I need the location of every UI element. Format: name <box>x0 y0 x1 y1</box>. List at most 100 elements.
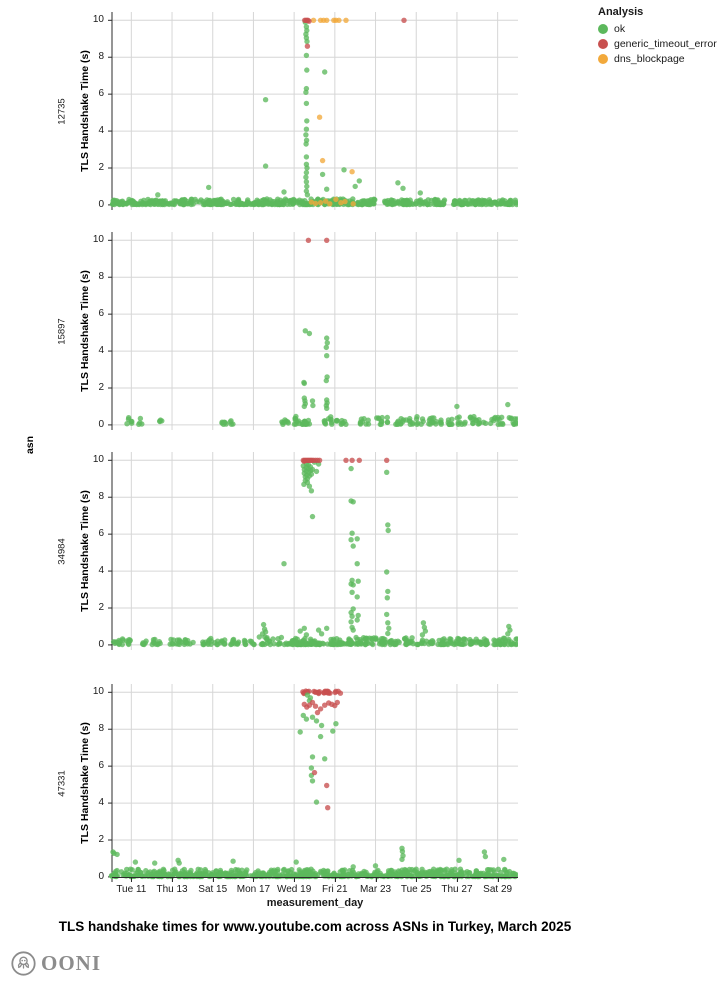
data-point <box>435 201 441 208</box>
y-tick-label: 4 <box>98 125 104 137</box>
data-point <box>265 871 271 878</box>
data-point <box>324 17 330 23</box>
data-point <box>399 867 405 873</box>
y-axis-title: TLS Handshake Time (s) <box>76 232 94 430</box>
data-point <box>325 805 331 811</box>
data-point <box>428 197 435 204</box>
data-point <box>161 867 167 874</box>
data-point <box>508 415 515 421</box>
data-point <box>467 414 474 420</box>
data-point <box>260 641 266 648</box>
data-point <box>310 402 316 409</box>
y-tick-label: 0 <box>98 198 104 210</box>
data-point <box>454 415 460 421</box>
x-tick-label: Fri 21 <box>322 883 348 895</box>
data-point <box>308 765 315 771</box>
data-point <box>472 200 478 206</box>
data-point <box>300 689 306 695</box>
x-tick-mark <box>456 877 458 882</box>
y-axis-title: TLS Handshake Time (s) <box>76 452 94 650</box>
data-point <box>182 637 188 643</box>
data-point <box>247 638 253 644</box>
data-point <box>293 859 299 865</box>
data-point <box>137 415 144 422</box>
data-point <box>135 866 141 873</box>
data-point <box>132 859 139 865</box>
x-tick-label: Wed 19 <box>276 883 312 895</box>
data-point <box>317 200 324 206</box>
data-point <box>324 237 330 243</box>
data-point <box>229 639 236 645</box>
data-point <box>220 201 226 208</box>
data-point <box>302 868 308 875</box>
y-tick-label: 8 <box>98 271 104 283</box>
data-point <box>304 165 310 171</box>
facet-plot-svg <box>108 452 518 650</box>
data-point <box>486 867 492 873</box>
data-point <box>328 636 334 643</box>
data-point <box>327 641 334 648</box>
data-point <box>420 620 427 626</box>
data-point <box>316 457 323 463</box>
data-point <box>114 867 120 874</box>
data-point <box>384 419 391 425</box>
data-point <box>349 169 355 175</box>
y-tick-label: 10 <box>92 686 104 698</box>
data-point <box>324 340 330 346</box>
data-point <box>252 201 258 207</box>
data-point <box>155 641 161 647</box>
data-point <box>312 703 319 709</box>
data-point <box>306 421 313 427</box>
data-point <box>405 199 411 206</box>
data-point <box>221 641 228 647</box>
data-point <box>334 699 340 706</box>
data-point <box>122 870 128 877</box>
data-point <box>348 637 354 644</box>
data-point <box>152 197 158 204</box>
data-point <box>171 201 177 207</box>
legend-item-label: dns_blockpage <box>614 53 685 65</box>
y-tick-label: 8 <box>98 723 104 735</box>
data-point <box>429 420 435 426</box>
data-point <box>341 167 347 173</box>
facet-strip-label: 12735 <box>54 12 70 210</box>
data-point <box>414 421 420 427</box>
y-tick-label: 0 <box>98 638 104 650</box>
data-point <box>304 183 310 190</box>
facet-strip-label: 47331 <box>54 684 70 882</box>
data-point <box>308 488 315 494</box>
data-point <box>419 416 426 422</box>
y-tick-label: 0 <box>98 418 104 430</box>
data-point <box>322 69 328 75</box>
facet-strip-label: 34984 <box>54 452 70 650</box>
y-tick-label: 6 <box>98 760 104 772</box>
data-point <box>281 561 287 567</box>
data-point <box>364 639 370 645</box>
data-points <box>110 457 518 648</box>
x-tick-label: Thu 13 <box>156 883 188 895</box>
data-point <box>497 201 504 207</box>
data-point <box>276 201 283 208</box>
y-tick-label: 10 <box>92 14 104 26</box>
facet-asn-value: 12735 <box>56 97 68 125</box>
y-axis <box>108 684 113 882</box>
data-point <box>300 640 306 646</box>
data-point <box>172 871 178 877</box>
data-point <box>479 201 485 208</box>
data-point <box>309 714 316 720</box>
data-point <box>354 640 360 647</box>
data-point <box>404 640 410 646</box>
y-axis-title-text: TLS Handshake Time (s) <box>79 270 92 392</box>
data-point <box>290 201 296 207</box>
data-point <box>129 867 135 873</box>
facet-plot-svg <box>108 232 518 430</box>
data-point <box>343 641 350 647</box>
data-point <box>262 97 269 103</box>
data-point <box>304 38 310 45</box>
data-point <box>336 17 342 23</box>
data-point <box>214 199 221 205</box>
data-point <box>459 199 465 205</box>
data-point <box>120 201 126 207</box>
data-points <box>109 17 518 208</box>
data-point <box>379 414 385 421</box>
